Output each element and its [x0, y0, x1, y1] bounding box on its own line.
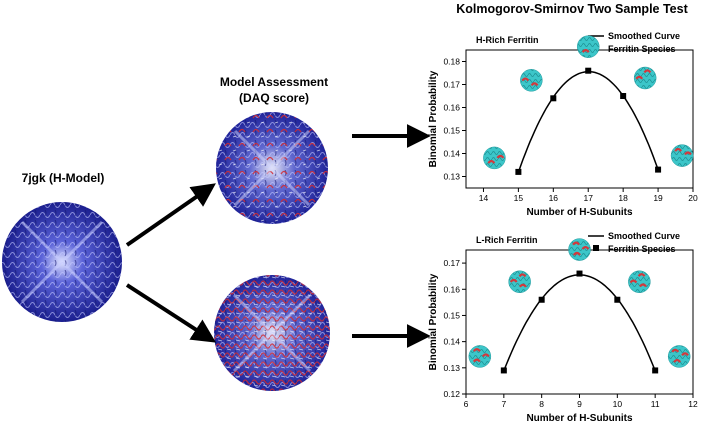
y-axis-label: Binomial Probability: [428, 273, 439, 370]
model-label: 7jgk (H-Model): [22, 171, 105, 185]
sphere-red-subunit: [635, 75, 644, 80]
assessed-model-bottom-structure-image: [214, 275, 330, 391]
x-tick-label: 8: [539, 399, 544, 409]
y-axis-label: Binomial Probability: [428, 70, 439, 167]
sphere-red-subunit: [496, 154, 505, 159]
ferritin-sphere-icon: [576, 35, 600, 58]
sphere-red-subunit: [487, 159, 496, 164]
x-tick-label: 17: [583, 193, 593, 203]
data-point: [576, 270, 583, 277]
ferritin-sphere-icon: [633, 66, 657, 90]
x-tick-label: 10: [613, 399, 623, 409]
data-point: [550, 95, 557, 102]
sphere-red-subunit: [673, 358, 682, 363]
sphere-red-subunit: [637, 273, 646, 277]
ferritin-sphere-icon: [508, 270, 531, 293]
ferritin-sphere-icon: [670, 144, 694, 167]
ferritin-sphere-icon: [468, 345, 492, 368]
sphere-red-subunit: [684, 151, 692, 156]
sphere-red-subunit: [509, 278, 518, 283]
data-point: [614, 296, 621, 303]
x-tick-label: 15: [514, 193, 524, 203]
sphere-red-subunit: [581, 49, 590, 53]
arrow-to-bottom-model: [125, 283, 217, 343]
legend-ferritin-species: Ferritin Species: [608, 244, 676, 254]
x-tick-label: 6: [464, 399, 469, 409]
data-point: [620, 93, 627, 99]
y-tick-label: 0.12: [443, 389, 460, 399]
sphere-red-subunit: [481, 353, 490, 358]
x-tick-label: 19: [653, 193, 663, 203]
data-point: [585, 67, 592, 74]
y-tick-label: 0.15: [443, 310, 460, 320]
x-axis-label: Number of H-Subunits: [526, 207, 633, 218]
y-tick-label: 0.13: [443, 172, 460, 182]
x-tick-label: 11: [651, 399, 660, 409]
ferritin-sphere-icon: [628, 270, 651, 293]
sphere-red-subunit: [572, 241, 580, 246]
sphere-body: [633, 66, 657, 90]
sphere-body: [670, 144, 694, 167]
y-tick-label: 0.13: [443, 363, 460, 373]
x-axis-label: Number of H-Subunits: [526, 413, 633, 424]
x-tick-label: 18: [618, 193, 628, 203]
ferritin-sphere-icon: [483, 146, 506, 170]
data-point: [652, 367, 659, 374]
data-point: [655, 166, 662, 173]
sphere-red-subunit: [521, 77, 530, 82]
h-model-structure-image: [2, 202, 122, 322]
legend-smoothed-curve: Smoothed Curve: [608, 231, 680, 241]
sphere-body: [568, 238, 591, 261]
legend-ferritin-species: Ferritin Species: [608, 44, 676, 54]
main-title: Kolmogorov-Smirnov Two Sample Test: [456, 2, 688, 16]
sphere-red-subunit: [671, 348, 680, 353]
data-point: [515, 168, 522, 175]
sphere-red-subunit: [519, 283, 527, 288]
data-point: [538, 296, 545, 303]
ferritin-sphere-icon: [568, 238, 591, 261]
assessed-model-top-structure-image: [216, 112, 328, 224]
y-tick-label: 0.18: [443, 57, 460, 67]
l-rich-ferritin-chart: 6 7 8 9 10 11 12 0.12 0.13 0.14 0.15 0.16 0.17 Number…: [428, 231, 698, 424]
y-tick-label: 0.17: [443, 80, 460, 90]
sphere-red-subunit: [472, 358, 481, 363]
x-tick-label: 7: [501, 399, 506, 409]
x-tick-label: 16: [549, 193, 559, 203]
sphere-body: [576, 35, 600, 58]
data-point: [500, 367, 507, 374]
sphere-red-subunit: [530, 82, 539, 87]
h-rich-ferritin-chart: 14 15 16 17 18 19 20 0.13 0.14 0.15 0.16 0.17 0.18 Nu…: [428, 31, 698, 218]
y-tick-label: 0.16: [443, 103, 460, 113]
y-tick-label: 0.16: [443, 284, 460, 294]
sphere-red-subunit: [643, 69, 652, 74]
sphere-red-subunit: [629, 279, 638, 284]
x-tick-label: 12: [688, 399, 698, 409]
sphere-body: [667, 345, 691, 368]
y-tick-label: 0.14: [443, 149, 460, 159]
assessment-label-line1: Model Assessment: [220, 75, 328, 89]
sphere-red-subunit: [473, 348, 481, 352]
assessment-label-line2: (DAQ score): [239, 91, 309, 105]
sphere-red-subunit: [581, 245, 590, 250]
panel-title: H-Rich Ferritin: [476, 35, 539, 45]
panel-title: L-Rich Ferritin: [476, 235, 538, 245]
x-tick-label: 14: [479, 193, 489, 203]
sphere-red-subunit: [573, 251, 581, 256]
sphere-red-subunit: [518, 273, 527, 278]
ferritin-sphere-icon: [667, 345, 691, 368]
legend-smoothed-curve: Smoothed Curve: [608, 31, 680, 41]
y-tick-label: 0.15: [443, 126, 460, 136]
x-tick-label: 9: [577, 399, 582, 409]
y-tick-label: 0.14: [443, 337, 460, 347]
sphere-red-subunit: [681, 352, 689, 357]
y-tick-label: 0.17: [443, 258, 460, 268]
ferritin-sphere-icon: [520, 69, 543, 92]
sphere-body: [628, 270, 651, 293]
sphere-red-subunit: [639, 283, 647, 288]
sphere-red-subunit: [674, 147, 683, 152]
arrow-to-top-model: [125, 183, 216, 247]
x-tick-label: 20: [688, 193, 698, 203]
legend-square-swatch: [593, 245, 599, 251]
